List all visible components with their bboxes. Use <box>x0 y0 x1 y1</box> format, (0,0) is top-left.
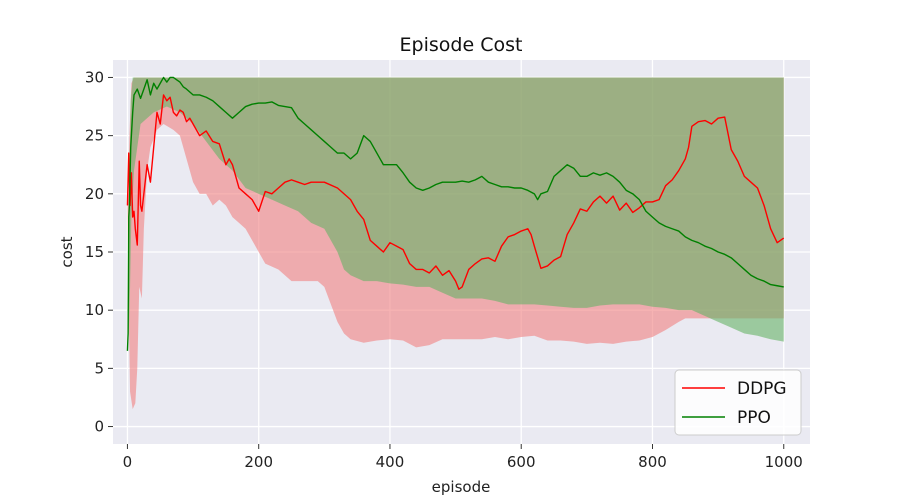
x-tick-label: 600 <box>507 453 536 471</box>
y-tick-label: 15 <box>85 243 104 261</box>
legend-label-ddpg: DDPG <box>737 379 787 399</box>
ddpg-mean-line <box>126 94 785 290</box>
ppo-range-band <box>127 77 784 351</box>
confidence-bands <box>127 77 784 410</box>
x-tick-label: 1000 <box>765 453 803 471</box>
legend-label-ppo: PPO <box>737 408 771 428</box>
x-tick-label: 200 <box>244 453 273 471</box>
series-lines <box>126 76 785 351</box>
y-axis-label: cost <box>58 236 76 267</box>
y-tick-label: 25 <box>85 127 104 145</box>
y-tick-label: 30 <box>85 68 104 86</box>
x-tick-labels: 0 200 400 600 800 1000 <box>123 444 803 471</box>
y-tick-label: 10 <box>85 301 104 319</box>
x-tick-label: 800 <box>638 453 667 471</box>
x-tick-label: 0 <box>123 453 133 471</box>
x-axis-label: episode <box>432 478 491 496</box>
y-tick-label: 5 <box>94 359 104 377</box>
chart-title: Episode Cost <box>400 34 523 56</box>
ppo-mean-line <box>126 76 784 351</box>
y-tick-label: 0 <box>94 418 104 436</box>
legend: DDPG PPO <box>674 369 802 436</box>
x-tick-label: 400 <box>376 453 405 471</box>
y-tick-labels: 0 5 10 15 20 25 30 <box>85 68 113 436</box>
legend-box <box>674 369 802 436</box>
y-tick-label: 20 <box>85 185 104 203</box>
